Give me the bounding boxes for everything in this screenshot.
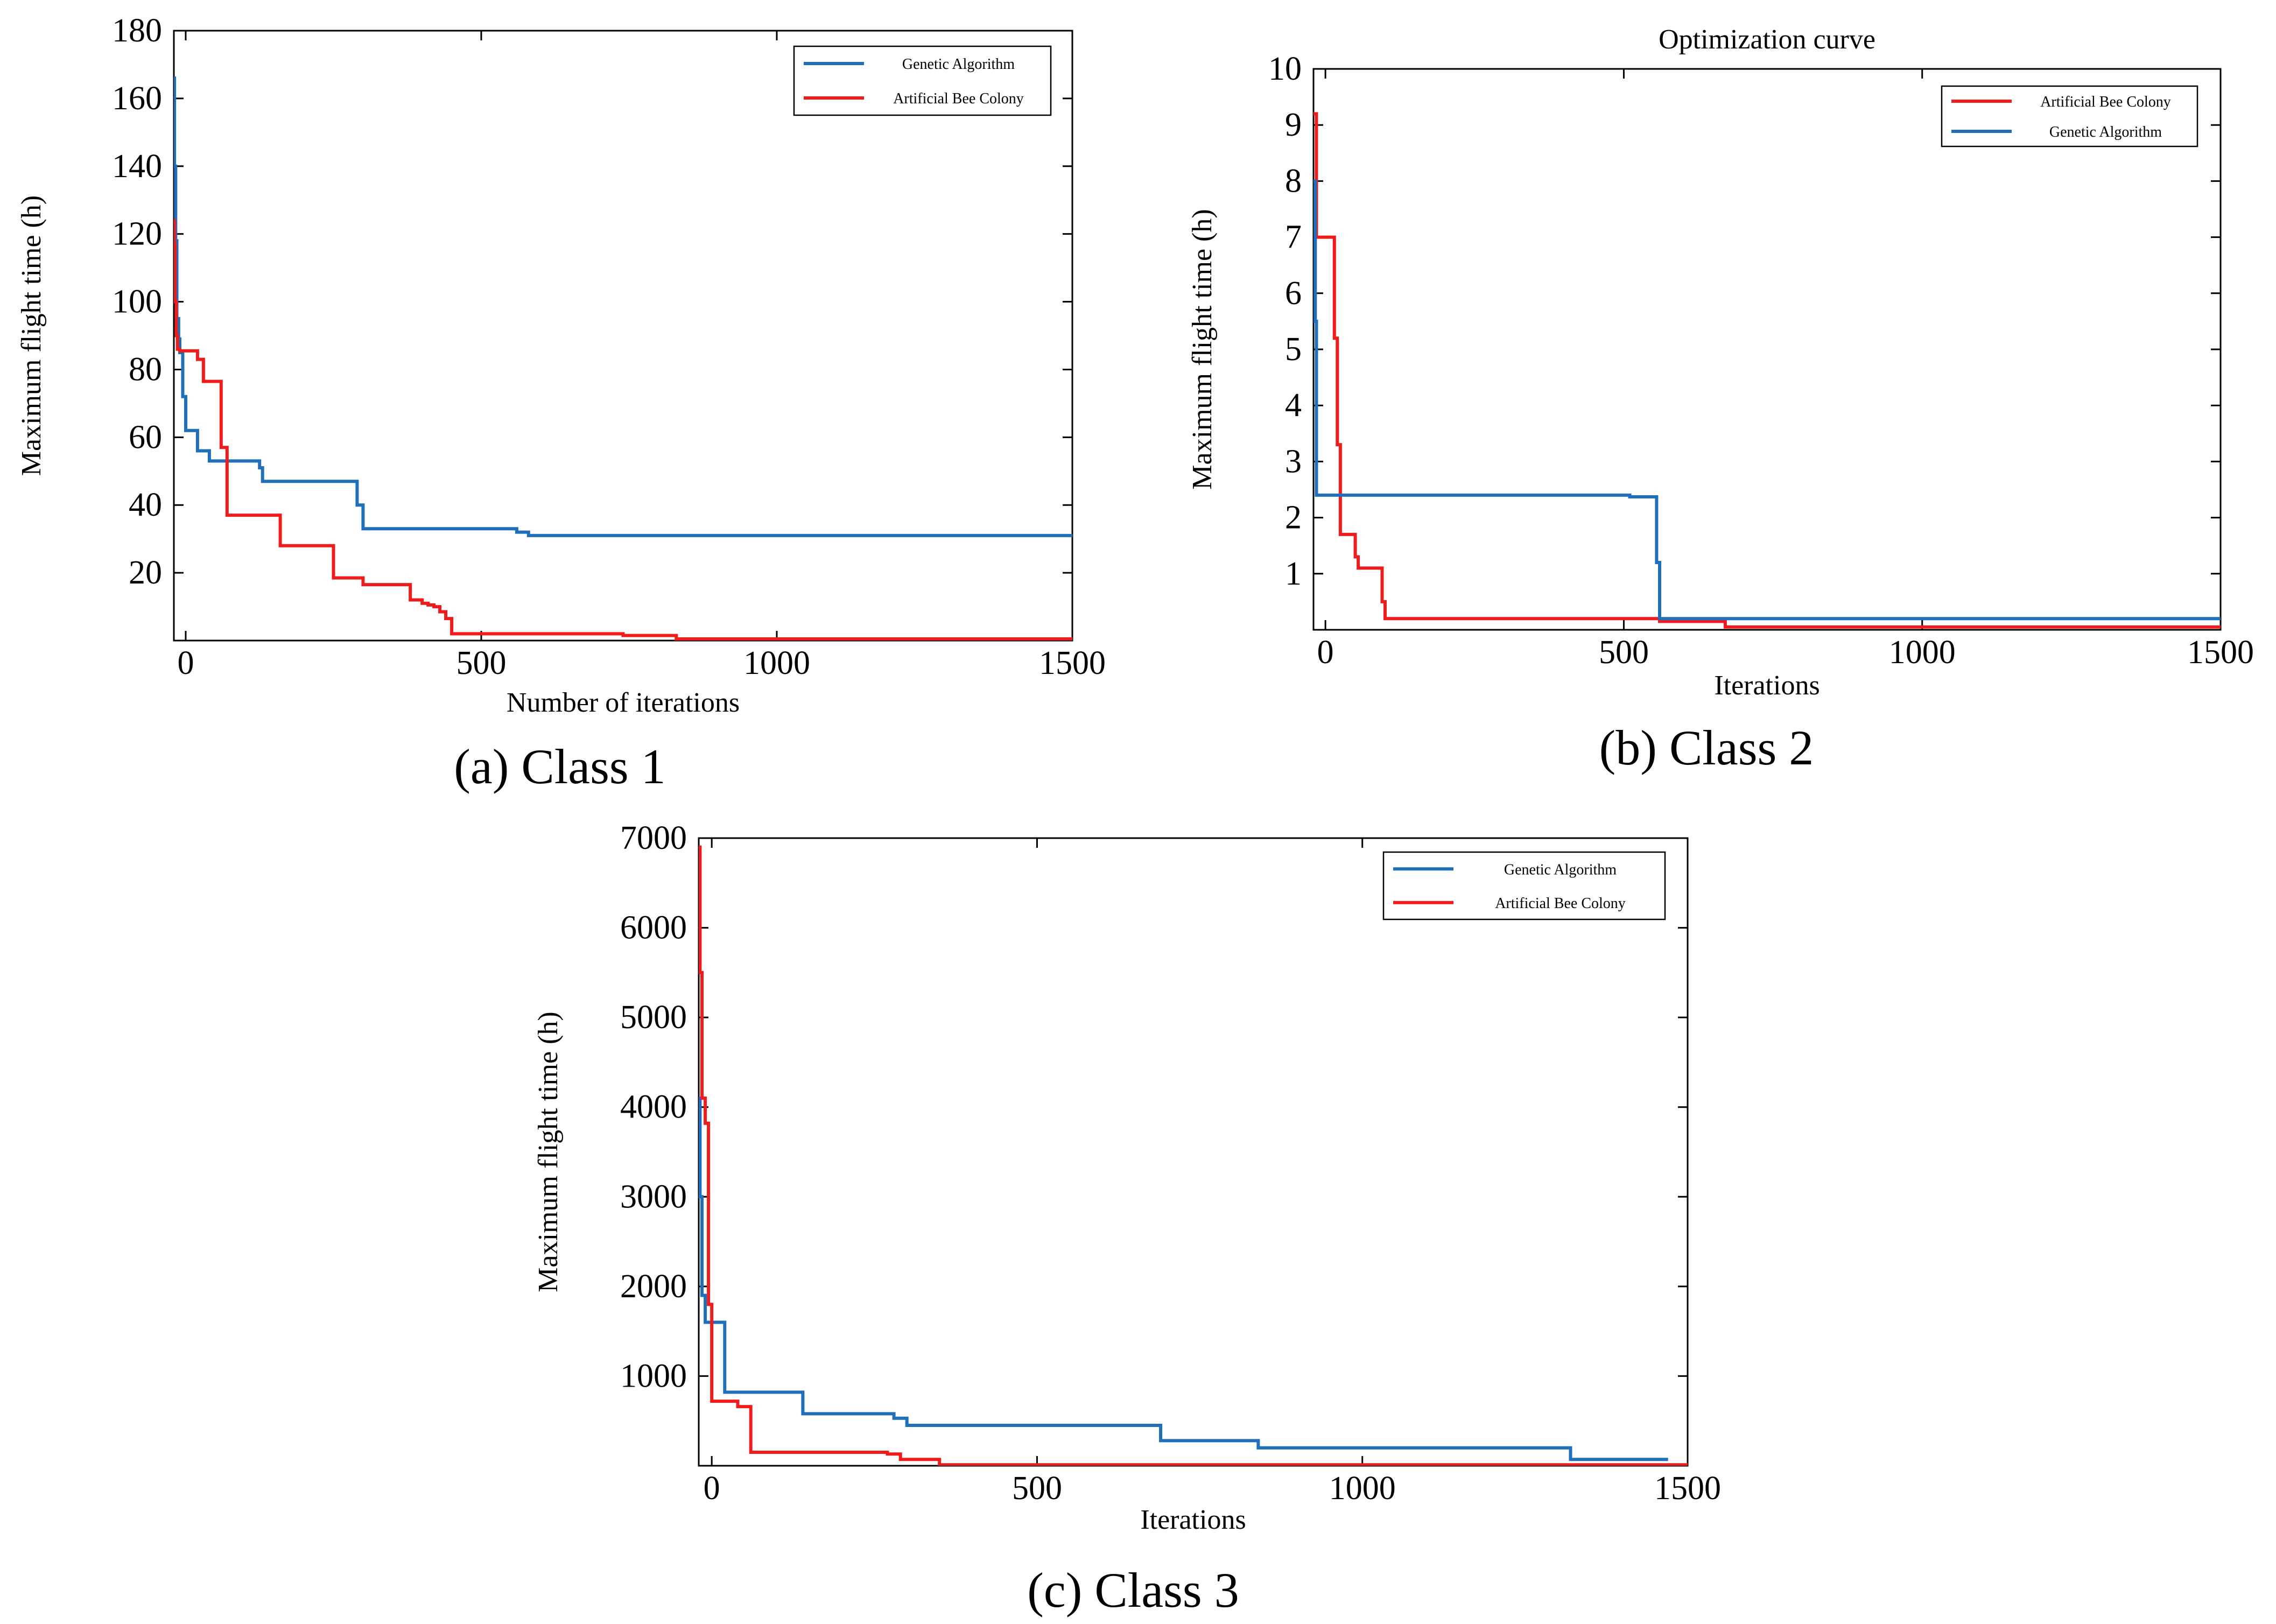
y-axis-label: Maximum flight time (h) <box>1187 209 1218 489</box>
y-tick-label: 2 <box>1285 500 1302 536</box>
y-tick-label: 10 <box>1268 51 1302 87</box>
y-tick-label: 3 <box>1285 443 1302 480</box>
legend-box <box>1382 851 1666 920</box>
y-tick-label: 20 <box>129 554 162 591</box>
x-tick-label: 0 <box>177 645 194 681</box>
y-tick-label: 7000 <box>620 820 687 856</box>
x-tick-label: 500 <box>1012 1470 1062 1507</box>
legend-label: Genetic Algorithm <box>1504 861 1617 878</box>
chart-title: Optimization curve <box>1659 24 1875 55</box>
x-tick-label: 1500 <box>1654 1470 1721 1507</box>
x-axis-label: Iterations <box>1140 1505 1246 1535</box>
plot-frame <box>698 837 1689 1467</box>
x-tick-label: 500 <box>456 645 506 681</box>
y-axis-label: Maximum flight time (h) <box>16 195 47 476</box>
x-tick-label: 1000 <box>1889 634 1956 671</box>
figure-caption: (a) Class 1 <box>454 739 665 794</box>
x-tick-label: 1000 <box>743 645 810 681</box>
x-tick-label: 0 <box>1317 634 1334 671</box>
x-axis-label: Number of iterations <box>507 687 740 718</box>
y-tick-label: 1 <box>1285 556 1302 592</box>
x-axis-label: Iterations <box>1714 670 1820 701</box>
x-tick-label: 1000 <box>1329 1470 1396 1507</box>
y-tick-label: 3000 <box>620 1178 687 1215</box>
y-tick-label: 120 <box>112 216 162 252</box>
y-tick-label: 6000 <box>620 910 687 946</box>
artificial-bee-colony-series-line <box>174 219 1072 641</box>
x-tick-label: 0 <box>704 1470 720 1507</box>
genetic-algorithm-series-line <box>174 76 1072 537</box>
y-tick-label: 2000 <box>620 1268 687 1305</box>
legend-label: Genetic Algorithm <box>2049 124 2162 140</box>
y-tick-label: 140 <box>112 148 162 185</box>
genetic-algorithm-series-line <box>1313 179 2221 621</box>
y-tick-label: 180 <box>112 12 162 49</box>
artificial-bee-colony-series-line <box>1313 112 2221 629</box>
legend-label: Artificial Bee Colony <box>893 90 1024 107</box>
y-tick-label: 4 <box>1285 387 1302 424</box>
x-tick-label: 1500 <box>2187 634 2254 671</box>
y-tick-label: 100 <box>112 284 162 320</box>
y-tick-label: 8 <box>1285 163 1302 199</box>
y-tick-label: 4000 <box>620 1089 687 1126</box>
y-tick-label: 5000 <box>620 999 687 1036</box>
legend-box <box>793 45 1052 116</box>
plot-frame <box>1312 68 2222 631</box>
legend-box <box>1941 85 2198 147</box>
y-tick-label: 7 <box>1285 219 1302 256</box>
x-tick-label: 500 <box>1599 634 1649 671</box>
genetic-algorithm-series-line <box>699 1096 1668 1461</box>
plot-frame <box>173 30 1073 642</box>
y-tick-label: 40 <box>129 487 162 523</box>
y-tick-label: 6 <box>1285 275 1302 312</box>
y-tick-label: 80 <box>129 351 162 388</box>
y-tick-label: 5 <box>1285 331 1302 368</box>
legend-label: Genetic Algorithm <box>902 56 1015 73</box>
x-tick-label: 1500 <box>1039 645 1106 681</box>
y-tick-label: 9 <box>1285 107 1302 143</box>
y-tick-label: 160 <box>112 80 162 117</box>
y-axis-label: Maximum flight time (h) <box>533 1011 564 1292</box>
artificial-bee-colony-series-line <box>699 845 1688 1466</box>
figure-caption: (c) Class 3 <box>1027 1563 1239 1618</box>
legend-label: Artificial Bee Colony <box>1495 895 1626 912</box>
legend-label: Artificial Bee Colony <box>2040 94 2171 110</box>
y-tick-label: 1000 <box>620 1358 687 1394</box>
figure-caption: (b) Class 2 <box>1599 720 1814 775</box>
y-tick-label: 60 <box>129 419 162 455</box>
